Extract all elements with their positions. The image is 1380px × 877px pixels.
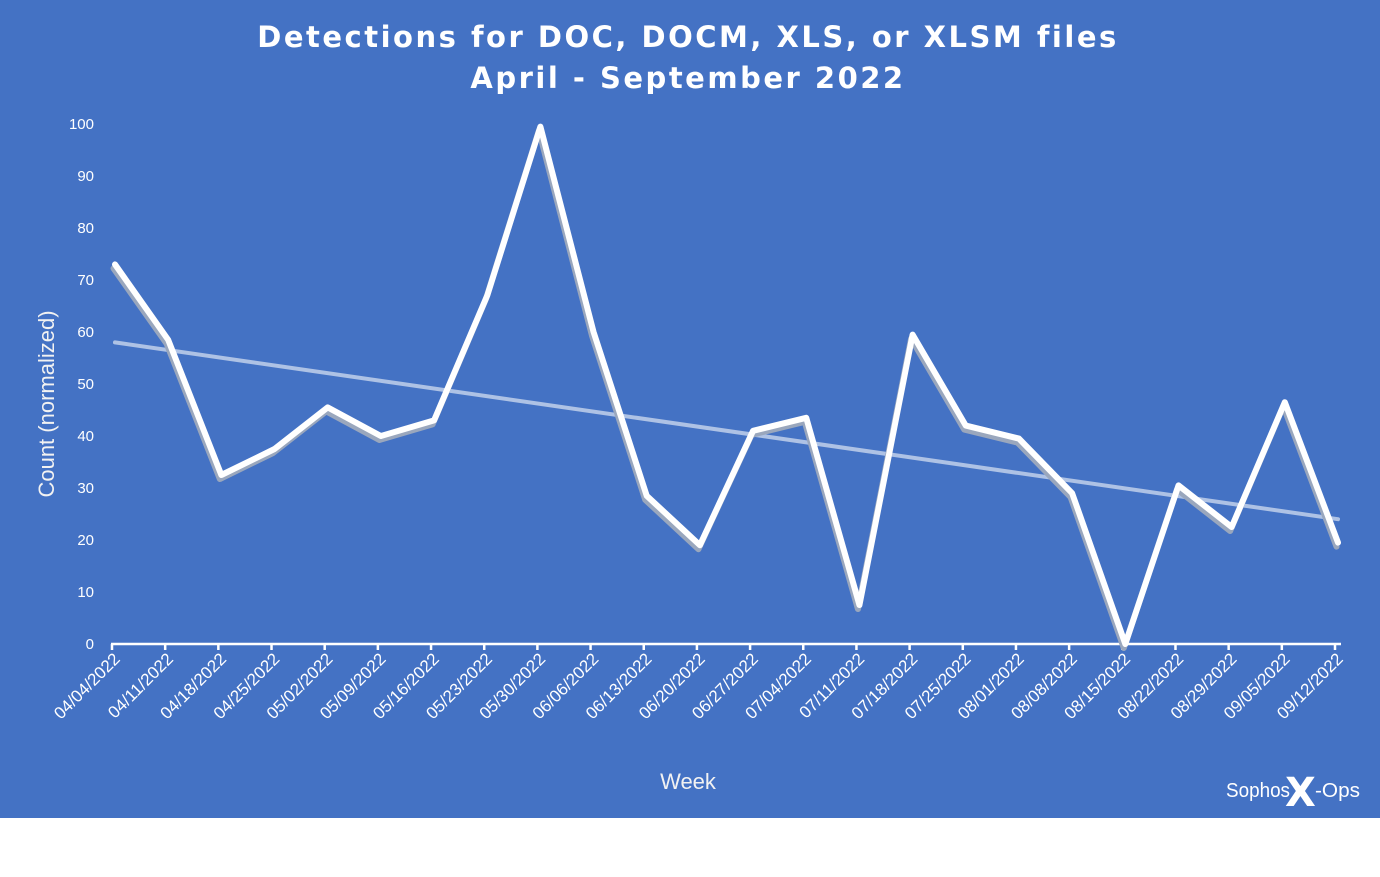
data-point	[1229, 524, 1235, 530]
y-tick-label: 0	[86, 636, 94, 653]
y-tick-label: 70	[77, 272, 94, 289]
y-axis-ticks: 0 10 20 30 40 50 60 70 80 90 100	[69, 116, 94, 653]
data-point	[1175, 482, 1181, 488]
data-point	[484, 293, 490, 299]
data-point	[803, 415, 809, 421]
data-point	[963, 423, 969, 429]
trendline	[113, 340, 1340, 522]
x-axis-tick-labels: 04/04/202204/11/202204/18/202204/25/2022…	[50, 124, 1347, 723]
logo-x-mark: X	[1285, 770, 1316, 816]
data-point	[218, 472, 224, 478]
data-point	[1069, 490, 1075, 496]
y-tick-label: 80	[77, 220, 94, 237]
chart-panel: Detections for DOC, DOCM, XLS, or XLSM f…	[0, 0, 1380, 818]
chart-subtitle: April - September 2022	[470, 61, 905, 95]
y-tick-label: 10	[77, 584, 94, 601]
y-tick-label: 40	[77, 428, 94, 445]
logo-text-ops: -Ops	[1315, 780, 1360, 802]
data-point	[112, 261, 118, 267]
data-point	[591, 329, 597, 335]
y-tick-label: 50	[77, 376, 94, 393]
data-point	[1122, 641, 1128, 647]
x-axis-title: Week	[660, 769, 717, 794]
data-point	[1016, 436, 1022, 442]
data-point	[537, 124, 543, 130]
data-point	[910, 332, 916, 338]
data-point	[644, 493, 650, 499]
data-point	[856, 602, 862, 608]
y-tick-label: 60	[77, 324, 94, 341]
y-axis-title: Count (normalized)	[34, 310, 59, 497]
drop-lines	[114, 126, 1339, 644]
data-point	[697, 542, 703, 548]
data-point	[431, 417, 437, 423]
sophos-x-ops-logo: Sophos X -Ops	[1226, 770, 1360, 816]
y-tick-label: 90	[77, 168, 94, 185]
x-axis-tick-marks	[110, 644, 1337, 650]
chart-title: Detections for DOC, DOCM, XLS, or XLSM f…	[257, 20, 1119, 54]
series-line	[112, 123, 1341, 647]
data-point	[272, 446, 278, 452]
y-tick-label: 30	[77, 480, 94, 497]
data-point	[750, 428, 756, 434]
data-point	[1335, 540, 1341, 546]
data-point	[325, 404, 331, 410]
logo-text-sophos: Sophos	[1226, 780, 1290, 802]
data-point	[1282, 399, 1288, 405]
line-chart: Detections for DOC, DOCM, XLS, or XLSM f…	[34, 20, 1360, 816]
y-tick-label: 20	[77, 532, 94, 549]
y-tick-label: 100	[69, 116, 94, 133]
data-point	[165, 337, 171, 343]
data-point	[378, 433, 384, 439]
